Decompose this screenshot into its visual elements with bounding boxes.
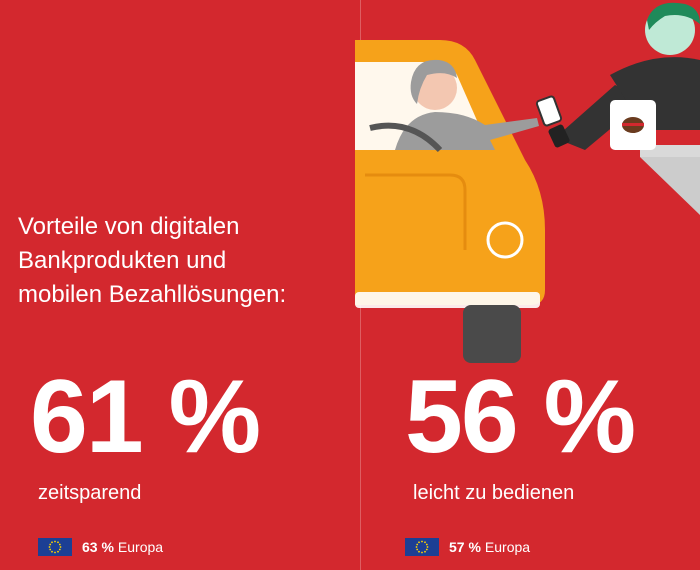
europe-value: 57 % — [449, 539, 481, 555]
stat-label: zeitsparend — [38, 482, 142, 504]
headline: Vorteile von digitalen Bankprodukten und… — [18, 210, 358, 312]
europe-value: 63 % — [82, 539, 114, 555]
eu-flag-icon — [405, 538, 439, 556]
headline-line-3: mobilen Bezahllösungen: — [18, 281, 287, 308]
drive-through-illustration — [355, 2, 700, 363]
headline-line-1: Vorteile von digitalen — [18, 213, 240, 240]
stat-value: 61 % — [30, 359, 261, 475]
europe-comparison-left: 63 % Europa — [38, 538, 163, 556]
car-headlight — [486, 221, 524, 259]
stat-label: leicht zu bedienen — [413, 482, 575, 504]
europe-label: Europa — [117, 539, 164, 555]
stat-time-saving: 61 % zeitsparend — [30, 365, 350, 505]
headline-line-2: Bankprodukten und — [18, 247, 227, 274]
phone-icon — [535, 95, 563, 127]
eu-flag-icon — [38, 538, 72, 556]
stat-easy-to-use: 56 % leicht zu bedienen — [405, 365, 700, 505]
stat-value: 56 % — [405, 359, 636, 475]
card-terminal-icon — [548, 124, 570, 148]
europe-label: Europa — [484, 539, 531, 555]
europe-comparison-right: 57 % Europa — [405, 538, 530, 556]
